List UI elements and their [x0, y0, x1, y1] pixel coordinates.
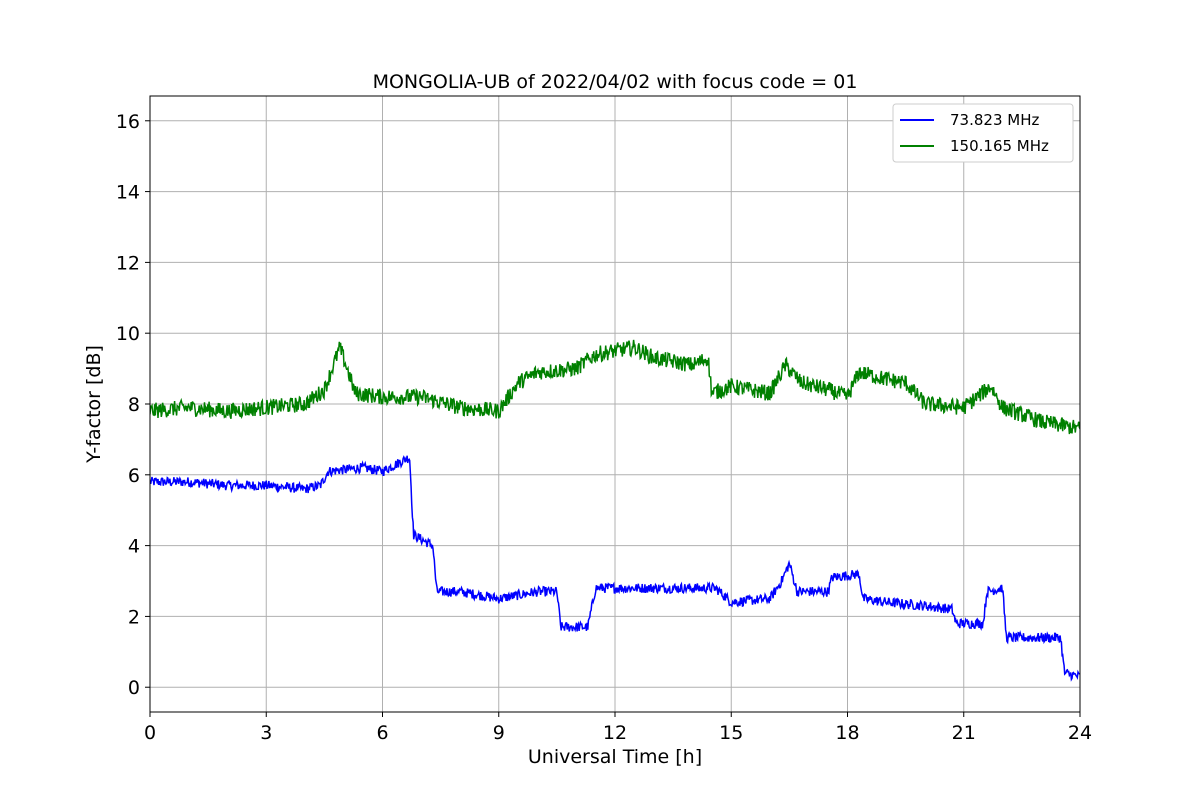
x-tick-label: 6: [376, 722, 388, 744]
chart-title: MONGOLIA-UB of 2022/04/02 with focus cod…: [373, 71, 858, 93]
x-tick-label: 21: [952, 722, 976, 744]
legend-entry-label: 150.165 MHz: [950, 137, 1049, 155]
y-tick-label: 6: [128, 465, 140, 487]
y-tick-label: 12: [116, 252, 140, 274]
x-tick-label: 0: [144, 722, 156, 744]
y-tick-label: 4: [128, 536, 140, 558]
x-axis-label: Universal Time [h]: [528, 746, 702, 768]
y-tick-label: 16: [116, 111, 140, 133]
y-tick-label: 2: [128, 606, 140, 628]
y-tick-label: 8: [128, 394, 140, 416]
x-tick-label: 18: [835, 722, 859, 744]
legend: 73.823 MHz 150.165 MHz: [892, 103, 1074, 163]
series-line-1: [150, 455, 1080, 682]
y-tick-label: 10: [116, 323, 140, 345]
y-axis-label: Y-factor [dB]: [83, 345, 105, 464]
y-tick-label: 14: [116, 182, 140, 204]
legend-entry-label: 73.823 MHz: [950, 111, 1039, 129]
x-tick-label: 24: [1068, 722, 1092, 744]
x-tick-label: 3: [260, 722, 272, 744]
legend-box: [892, 103, 1074, 163]
series-line-2: [150, 339, 1080, 435]
y-tick-label: 0: [128, 677, 140, 699]
x-tick-label: 9: [493, 722, 505, 744]
x-tick-label: 15: [719, 722, 743, 744]
x-tick-label: 12: [603, 722, 627, 744]
